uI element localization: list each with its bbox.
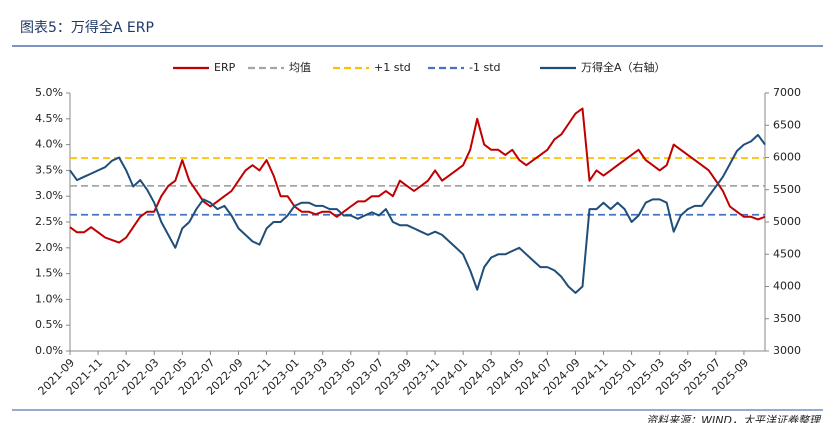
y2-tick-label: 7000: [773, 86, 801, 99]
legend-label: 均值: [289, 61, 311, 74]
source-note: 资料来源：WIND，太平洋证券整理: [646, 414, 822, 423]
y-tick-label: 2.5%: [35, 215, 63, 228]
legend-label: ERP: [214, 61, 236, 74]
y-tick-label: 2.0%: [35, 241, 63, 254]
series-line: [69, 133, 766, 294]
y-tick-label: 0.5%: [35, 318, 63, 331]
y-tick-label: 5.0%: [35, 86, 63, 99]
y-tick-label: 4.5%: [35, 112, 63, 125]
y-tick-label: 1.0%: [35, 292, 63, 305]
legend-label: 万得全A（右轴）: [581, 60, 666, 74]
legend-label: -1 std: [469, 61, 501, 74]
y2-tick-label: 5000: [773, 215, 801, 228]
y2-tick-label: 3500: [773, 312, 801, 325]
y2-tick-label: 4500: [773, 247, 801, 260]
y2-tick-label: 3000: [773, 344, 801, 357]
y2-tick-label: 6500: [773, 118, 801, 131]
y2-tick-label: 4000: [773, 280, 801, 293]
y2-tick-label: 6000: [773, 151, 801, 164]
legend-label: +1 std: [374, 61, 411, 74]
y-tick-label: 1.5%: [35, 267, 63, 280]
y-tick-label: 3.5%: [35, 163, 63, 176]
y2-tick-label: 5500: [773, 183, 801, 196]
y-tick-label: 3.0%: [35, 189, 63, 202]
y-tick-label: 4.0%: [35, 138, 63, 151]
chart-title: 图表5：万得全A ERP: [20, 19, 154, 36]
series-line: [69, 107, 766, 244]
y-tick-label: 0.0%: [35, 344, 63, 357]
